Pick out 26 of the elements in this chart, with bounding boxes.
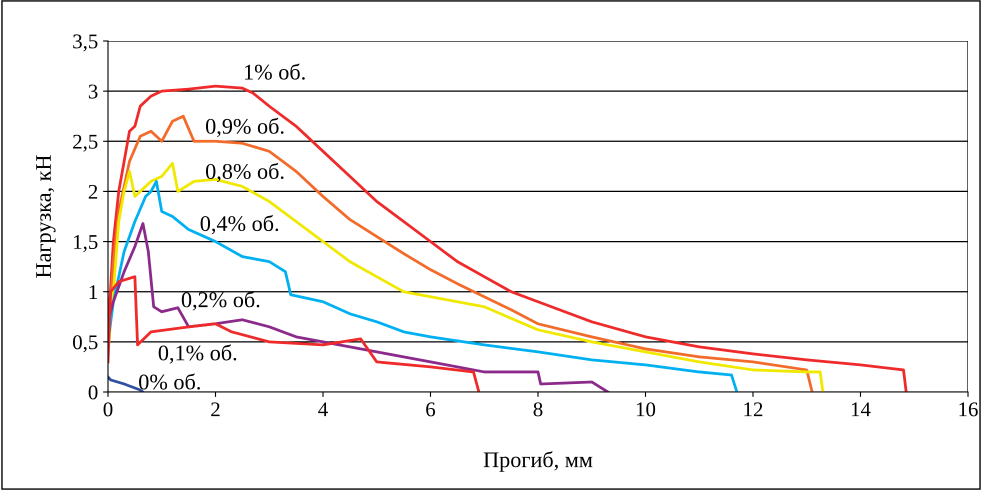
x-axis-title: Прогиб, мм bbox=[484, 451, 592, 472]
x-tick-label: 8 bbox=[534, 402, 542, 416]
series-label: 1% об. bbox=[245, 64, 305, 80]
x-tick-label: 16 bbox=[959, 402, 978, 416]
x-tick-label: 2 bbox=[211, 402, 220, 416]
y-tick-label: 3,5 bbox=[73, 34, 98, 52]
y-tick-label: 0 bbox=[88, 385, 98, 400]
series-label: 0,4% об. bbox=[200, 214, 278, 234]
y-tick-label: 0,5 bbox=[73, 335, 98, 352]
y-axis-title: Нагрузка, кН bbox=[36, 155, 56, 278]
series-label: 0,8% об. bbox=[206, 162, 284, 182]
x-tick-label: 10 bbox=[636, 402, 656, 416]
x-tick-label: 0 bbox=[104, 402, 112, 416]
series-label: 0,1% об. bbox=[158, 344, 236, 364]
x-tick-label: 14 bbox=[852, 402, 871, 416]
y-tick-label: 2 bbox=[88, 184, 98, 199]
series-label: 0,9% об. bbox=[206, 118, 284, 138]
y-tick-label: 1,5 bbox=[74, 235, 98, 252]
y-tick-label: 1 bbox=[90, 285, 98, 299]
y-tick-label: 3 bbox=[88, 84, 98, 99]
x-tick-label: 4 bbox=[318, 402, 328, 416]
y-tick-label: 2,5 bbox=[73, 134, 98, 152]
x-tick-label: 12 bbox=[744, 402, 762, 416]
series-label: 0% об. bbox=[139, 373, 200, 390]
series-label: 0,2% об. bbox=[182, 291, 260, 311]
x-tick-label: 6 bbox=[426, 402, 436, 416]
